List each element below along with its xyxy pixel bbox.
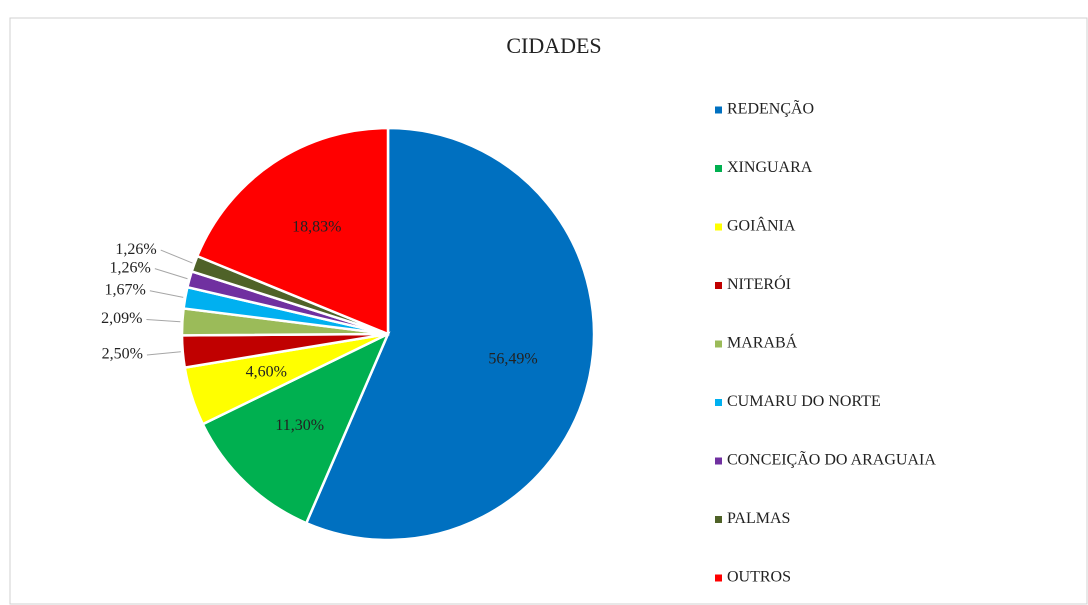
pie-slice: [304, 126, 596, 542]
data-label: 4,60%: [246, 363, 287, 380]
data-label: 1,26%: [110, 259, 151, 276]
leader-line: [149, 290, 184, 298]
legend-label: CUMARU DO NORTE: [727, 393, 881, 410]
data-label: 18,83%: [292, 219, 341, 236]
data-label: 1,67%: [105, 281, 146, 298]
legend-swatch: [715, 340, 722, 348]
legend-label: GOIÂNIA: [727, 216, 796, 235]
legend-label: MARABÁ: [727, 333, 798, 352]
leader-line: [146, 319, 181, 323]
chart-title: CIDADES: [506, 33, 601, 58]
data-label: 11,30%: [275, 417, 324, 434]
legend-label: PALMAS: [727, 510, 790, 527]
legend-label: XINGUARA: [727, 159, 813, 176]
data-label: 1,26%: [115, 241, 156, 258]
legend-label: REDENÇÃO: [727, 100, 814, 118]
pie-slice: [195, 126, 390, 336]
data-label: 56,49%: [488, 351, 537, 368]
data-label: 2,50%: [102, 346, 143, 363]
legend-swatch: [715, 282, 722, 289]
legend-label: NITERÓI: [727, 274, 791, 293]
legend-swatch: [715, 574, 722, 582]
legend-label: CONCEIÇÃO DO ARAGUAIA: [727, 451, 936, 469]
legend-swatch: [715, 457, 722, 465]
legend-swatch: [715, 516, 722, 523]
leader-line: [160, 249, 193, 264]
leader-line: [146, 351, 181, 356]
pie-slice: [201, 331, 391, 525]
legend-swatch: [715, 399, 722, 406]
legend-label: OUTROS: [727, 569, 791, 586]
legend-swatch: [715, 106, 722, 114]
legend-swatch: [715, 223, 722, 231]
leader-line: [154, 268, 188, 280]
data-label: 2,09%: [101, 310, 142, 327]
legend-swatch: [715, 165, 722, 172]
